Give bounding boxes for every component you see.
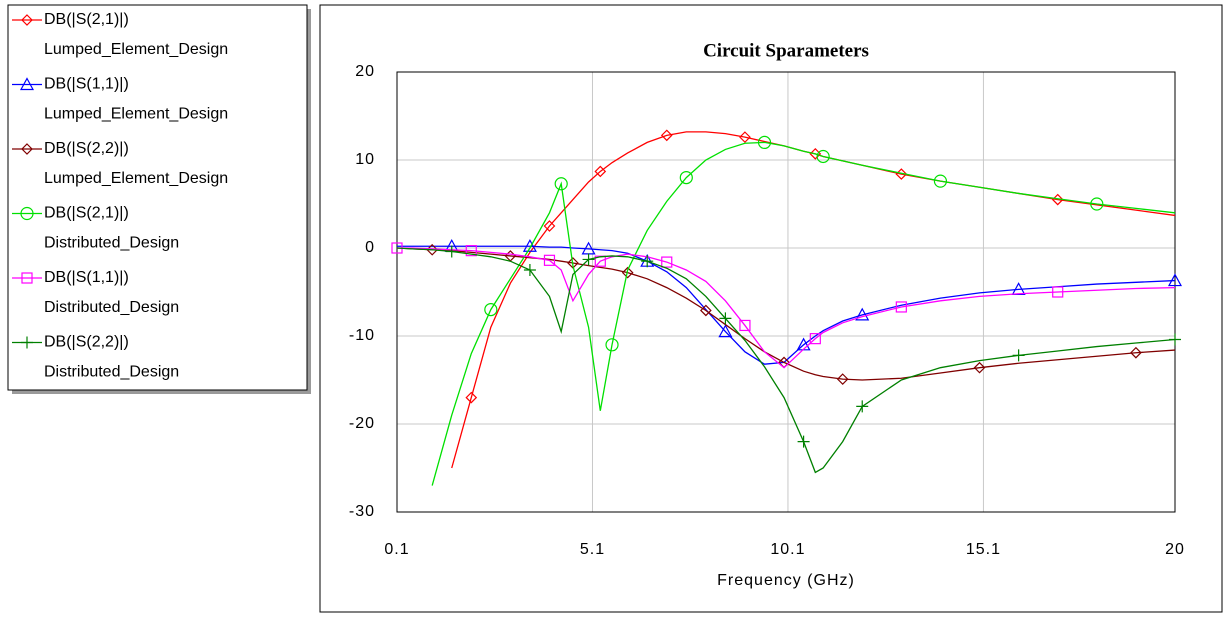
y-tick-label: -10 <box>349 327 375 344</box>
data-point <box>465 391 478 404</box>
data-point <box>543 220 556 232</box>
data-point <box>739 131 751 143</box>
legend-label: Distributed_Design <box>44 299 179 316</box>
y-tick-label: -20 <box>349 415 375 432</box>
data-point <box>594 165 607 178</box>
x-tick-label: 0.1 <box>384 541 409 558</box>
legend-label: Distributed_Design <box>44 364 179 381</box>
legend-marker <box>21 14 33 26</box>
data-point <box>1012 349 1025 362</box>
data-point <box>445 245 458 258</box>
series-line <box>397 247 1175 474</box>
series-line <box>397 247 1175 369</box>
data-point <box>895 301 907 313</box>
legend-marker <box>21 143 33 155</box>
series-line <box>397 247 1175 381</box>
data-point <box>679 171 693 185</box>
x-tick-label: 10.1 <box>770 541 805 558</box>
data-point <box>605 338 619 352</box>
x-tick-label: 15.1 <box>966 541 1001 558</box>
data-point <box>757 135 772 149</box>
legend-label: Distributed_Design <box>44 235 179 252</box>
data-point <box>660 129 673 142</box>
data-point <box>484 303 498 317</box>
x-axis-label: Frequency (GHz) <box>717 572 855 589</box>
data-point <box>809 333 821 345</box>
data-point <box>661 256 673 268</box>
legend-label: DB(|S(2,2)|) <box>44 334 129 351</box>
data-point <box>1167 273 1183 287</box>
legend-label: DB(|S(1,1)|) <box>44 269 129 286</box>
data-point <box>718 324 733 338</box>
y-tick-label: 0 <box>365 239 375 256</box>
legend-marker <box>19 77 35 91</box>
legend-label: Lumped_Element_Design <box>44 41 228 58</box>
data-point <box>719 312 732 325</box>
data-point <box>465 245 477 257</box>
data-point <box>543 254 556 266</box>
legend-label: Lumped_Element_Design <box>44 170 228 187</box>
data-point <box>582 253 595 266</box>
legend-label: DB(|S(2,2)|) <box>44 140 129 157</box>
legend-label: DB(|S(2,1)|) <box>44 205 129 222</box>
data-point <box>554 177 568 191</box>
data-point <box>641 255 654 268</box>
data-point <box>1169 333 1181 346</box>
y-tick-label: 10 <box>355 151 375 168</box>
legend-marker <box>20 206 34 221</box>
data-point <box>856 400 869 413</box>
data-point <box>522 238 537 252</box>
y-tick-label: 20 <box>355 63 375 80</box>
data-point <box>621 266 634 279</box>
data-point <box>836 373 849 385</box>
data-point <box>855 307 870 321</box>
y-tick-label: -30 <box>349 503 375 520</box>
legend-label: Lumped_Element_Design <box>44 106 228 123</box>
data-point <box>739 319 751 332</box>
data-point <box>700 304 712 317</box>
data-point <box>973 361 986 374</box>
chart-title: Circuit Sparameters <box>703 40 869 61</box>
legend-label: DB(|S(2,1)|) <box>44 11 129 28</box>
series-line <box>431 141 1175 486</box>
data-point <box>816 149 830 164</box>
plot-frame <box>319 4 1223 613</box>
data-point <box>1052 286 1064 298</box>
plot-area <box>396 71 1176 513</box>
legend-marker <box>21 272 33 284</box>
data-point <box>1130 346 1142 359</box>
legend-box <box>7 4 308 391</box>
x-tick-label: 5.1 <box>580 541 605 558</box>
data-point <box>1090 197 1104 211</box>
series-line <box>397 245 1175 365</box>
data-point <box>797 435 810 448</box>
x-tick-label: 20 <box>1165 541 1185 558</box>
legend-marker <box>21 336 33 349</box>
data-point <box>523 264 536 276</box>
legend-label: DB(|S(1,1)|) <box>44 76 129 93</box>
data-point <box>933 174 948 188</box>
